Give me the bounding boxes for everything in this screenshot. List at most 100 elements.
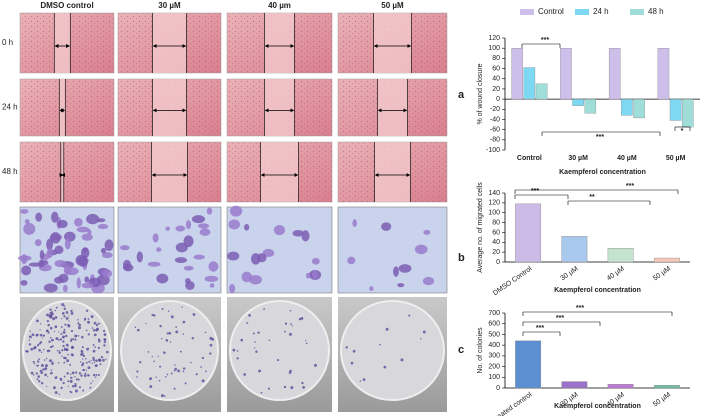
colony xyxy=(49,359,52,363)
colony xyxy=(352,349,356,353)
bar xyxy=(511,48,523,100)
cell-blob xyxy=(185,281,195,290)
colony xyxy=(92,356,95,360)
colony xyxy=(53,330,56,333)
colony xyxy=(30,371,34,375)
colony xyxy=(168,331,172,335)
cell-blob xyxy=(122,263,134,272)
colony xyxy=(74,384,77,388)
cell-blob xyxy=(209,283,215,288)
x-tick-label: 30 µM xyxy=(560,265,580,282)
colony xyxy=(136,370,139,373)
y-tick-label: -60 xyxy=(490,126,500,133)
annotation: *** xyxy=(531,188,539,195)
colony xyxy=(174,367,178,371)
colony xyxy=(204,331,207,334)
colony xyxy=(87,318,90,321)
scratch xyxy=(60,142,64,202)
colony xyxy=(93,361,96,364)
cell-blob xyxy=(197,223,210,229)
colony xyxy=(85,358,87,360)
colony xyxy=(38,380,41,383)
scratch xyxy=(264,13,295,73)
annotation: *** xyxy=(596,134,604,141)
colony xyxy=(28,335,31,337)
colony xyxy=(36,344,40,347)
colony xyxy=(43,348,45,351)
colony xyxy=(134,326,137,328)
colony xyxy=(82,389,85,392)
colony xyxy=(63,315,66,318)
colony xyxy=(40,369,42,372)
colony xyxy=(88,360,91,363)
x-tick-label: DMSO Control xyxy=(492,265,534,297)
bar xyxy=(669,98,682,121)
colony xyxy=(69,390,72,393)
x-tick-label: Untreated control xyxy=(485,391,533,416)
colony xyxy=(74,376,76,378)
colony xyxy=(170,315,174,319)
colony xyxy=(40,351,43,353)
colony xyxy=(298,317,302,321)
colony xyxy=(62,381,65,385)
colony xyxy=(268,339,271,342)
legend-label: 48 h xyxy=(648,7,664,16)
colony xyxy=(87,374,90,377)
colony xyxy=(58,351,61,354)
colony xyxy=(163,351,166,354)
colony xyxy=(77,335,80,337)
colony xyxy=(45,368,47,370)
colony xyxy=(61,303,65,307)
cell-blob xyxy=(100,247,107,254)
colony xyxy=(65,347,68,350)
cell-blob xyxy=(381,222,392,231)
x-tick-label: 50 µM xyxy=(666,155,686,162)
y-tick-label: 100 xyxy=(488,374,500,381)
colony xyxy=(94,346,96,348)
cell-blob xyxy=(104,239,114,251)
colony xyxy=(184,382,187,385)
colony xyxy=(302,386,305,389)
colony xyxy=(103,338,107,341)
colony xyxy=(65,316,69,320)
colony xyxy=(40,381,44,385)
colony xyxy=(63,347,66,350)
colony xyxy=(33,362,36,365)
colony xyxy=(57,362,60,364)
colony xyxy=(136,376,138,378)
colony xyxy=(84,318,86,320)
colony xyxy=(289,369,292,373)
colony xyxy=(89,386,92,389)
colony xyxy=(103,344,106,347)
bar xyxy=(584,98,597,114)
legend-label: 24 h xyxy=(593,7,609,16)
colony xyxy=(153,314,156,317)
colony xyxy=(145,322,147,325)
colony xyxy=(93,333,97,337)
colony xyxy=(92,358,95,361)
colony xyxy=(62,344,65,348)
cell-blob xyxy=(20,279,28,286)
cell-blob xyxy=(43,283,58,293)
colony xyxy=(39,329,41,331)
colony xyxy=(46,349,50,353)
bar xyxy=(535,83,548,100)
cell-blob xyxy=(165,226,170,231)
y-axis-label: Average no. of migrated cells xyxy=(477,182,484,273)
dish xyxy=(120,300,219,401)
colony xyxy=(301,381,304,385)
colony xyxy=(69,379,73,383)
colony xyxy=(182,333,185,335)
colony xyxy=(139,361,142,364)
colony xyxy=(260,391,263,394)
colony xyxy=(74,382,77,386)
colony xyxy=(63,361,66,364)
colony xyxy=(71,345,75,349)
cell-blob xyxy=(54,245,64,255)
bar xyxy=(653,385,680,389)
cell-blob xyxy=(46,238,54,251)
legend-swatch xyxy=(630,9,644,15)
cell-blob xyxy=(38,259,45,268)
colony xyxy=(28,339,31,341)
y-tick-label: -20 xyxy=(490,106,500,113)
